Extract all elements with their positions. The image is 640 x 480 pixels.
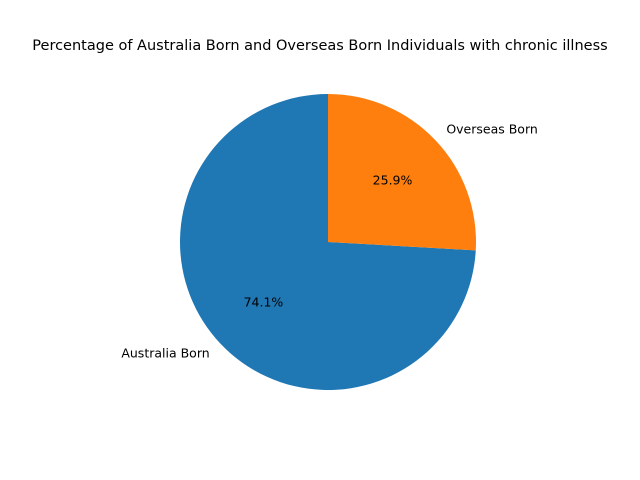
- slice-percent-label: 25.9%: [373, 173, 413, 188]
- pie-slice-australia-born: [180, 94, 476, 391]
- chart-title: Percentage of Australia Born and Oversea…: [32, 38, 607, 54]
- slice-label: Overseas Born: [446, 122, 537, 137]
- slice-percent-label: 74.1%: [244, 294, 284, 309]
- slice-label: Australia Born: [121, 345, 209, 360]
- pie-slice-overseas-born: [328, 94, 476, 251]
- pie-labels: Australia Born 74.1% Overseas Born 25.9%: [121, 122, 537, 361]
- pie-slices: [180, 94, 476, 391]
